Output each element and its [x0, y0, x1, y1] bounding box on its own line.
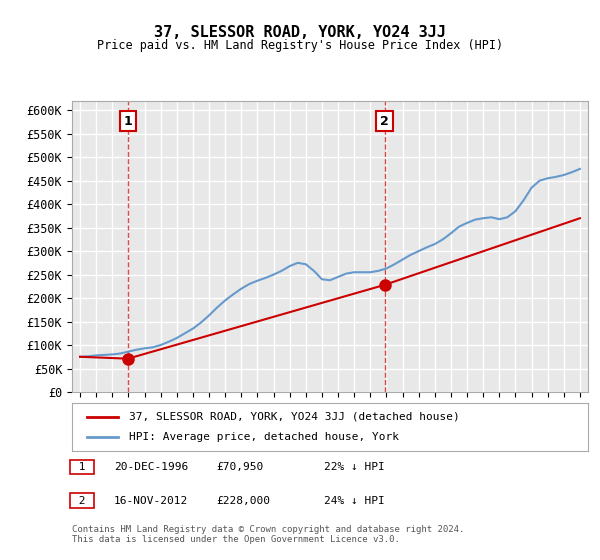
- Text: 2: 2: [380, 115, 389, 128]
- Text: 2: 2: [72, 496, 92, 506]
- Text: 37, SLESSOR ROAD, YORK, YO24 3JJ (detached house): 37, SLESSOR ROAD, YORK, YO24 3JJ (detach…: [129, 412, 460, 422]
- Text: 1: 1: [72, 462, 92, 472]
- Text: £228,000: £228,000: [216, 496, 270, 506]
- Text: 20-DEC-1996: 20-DEC-1996: [114, 462, 188, 472]
- Text: Contains HM Land Registry data © Crown copyright and database right 2024.
This d: Contains HM Land Registry data © Crown c…: [72, 525, 464, 544]
- Text: 1: 1: [124, 115, 133, 128]
- Text: 37, SLESSOR ROAD, YORK, YO24 3JJ: 37, SLESSOR ROAD, YORK, YO24 3JJ: [154, 25, 446, 40]
- Text: 22% ↓ HPI: 22% ↓ HPI: [324, 462, 385, 472]
- Text: Price paid vs. HM Land Registry's House Price Index (HPI): Price paid vs. HM Land Registry's House …: [97, 39, 503, 52]
- Text: 24% ↓ HPI: 24% ↓ HPI: [324, 496, 385, 506]
- Text: £70,950: £70,950: [216, 462, 263, 472]
- Text: HPI: Average price, detached house, York: HPI: Average price, detached house, York: [129, 432, 399, 442]
- Text: 16-NOV-2012: 16-NOV-2012: [114, 496, 188, 506]
